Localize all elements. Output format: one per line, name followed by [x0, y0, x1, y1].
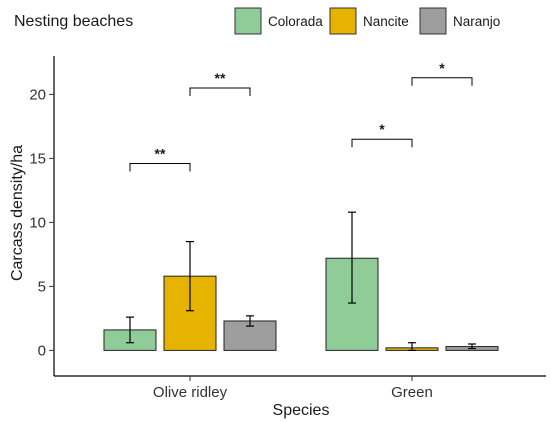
y-tick-label: 5: [38, 278, 46, 295]
y-tick-label: 0: [38, 342, 46, 359]
y-axis-title: Carcass density/ha: [9, 145, 26, 281]
legend-label-naranjo: Naranjo: [453, 14, 500, 29]
y-tick-label: 10: [29, 214, 46, 231]
significance-bracket: [351, 138, 413, 148]
significance-bracket: [129, 163, 191, 172]
x-tick-label: Olive ridley: [153, 384, 228, 401]
significance-label: **: [215, 70, 226, 86]
legend-label-nancite: Nancite: [363, 14, 409, 29]
legend-swatch-colorada: [234, 7, 262, 35]
x-axis-title: Species: [273, 402, 330, 419]
significance-label: *: [439, 60, 445, 76]
legend-swatch-naranjo: [419, 7, 447, 35]
legend-swatch-nancite: [329, 7, 357, 35]
legend-label-colorada: Colorada: [268, 14, 323, 29]
y-tick-label: 15: [29, 150, 46, 167]
significance-label: *: [379, 121, 385, 137]
significance-bracket: [411, 77, 473, 86]
legend: Nesting beaches Colorada Nancite Naranjo: [14, 7, 500, 35]
significance-label: **: [155, 146, 166, 162]
legend-title: Nesting beaches: [14, 13, 133, 30]
x-tick-label: Green: [391, 384, 433, 401]
significance-bracket: [189, 87, 251, 96]
y-tick-label: 20: [29, 86, 46, 103]
